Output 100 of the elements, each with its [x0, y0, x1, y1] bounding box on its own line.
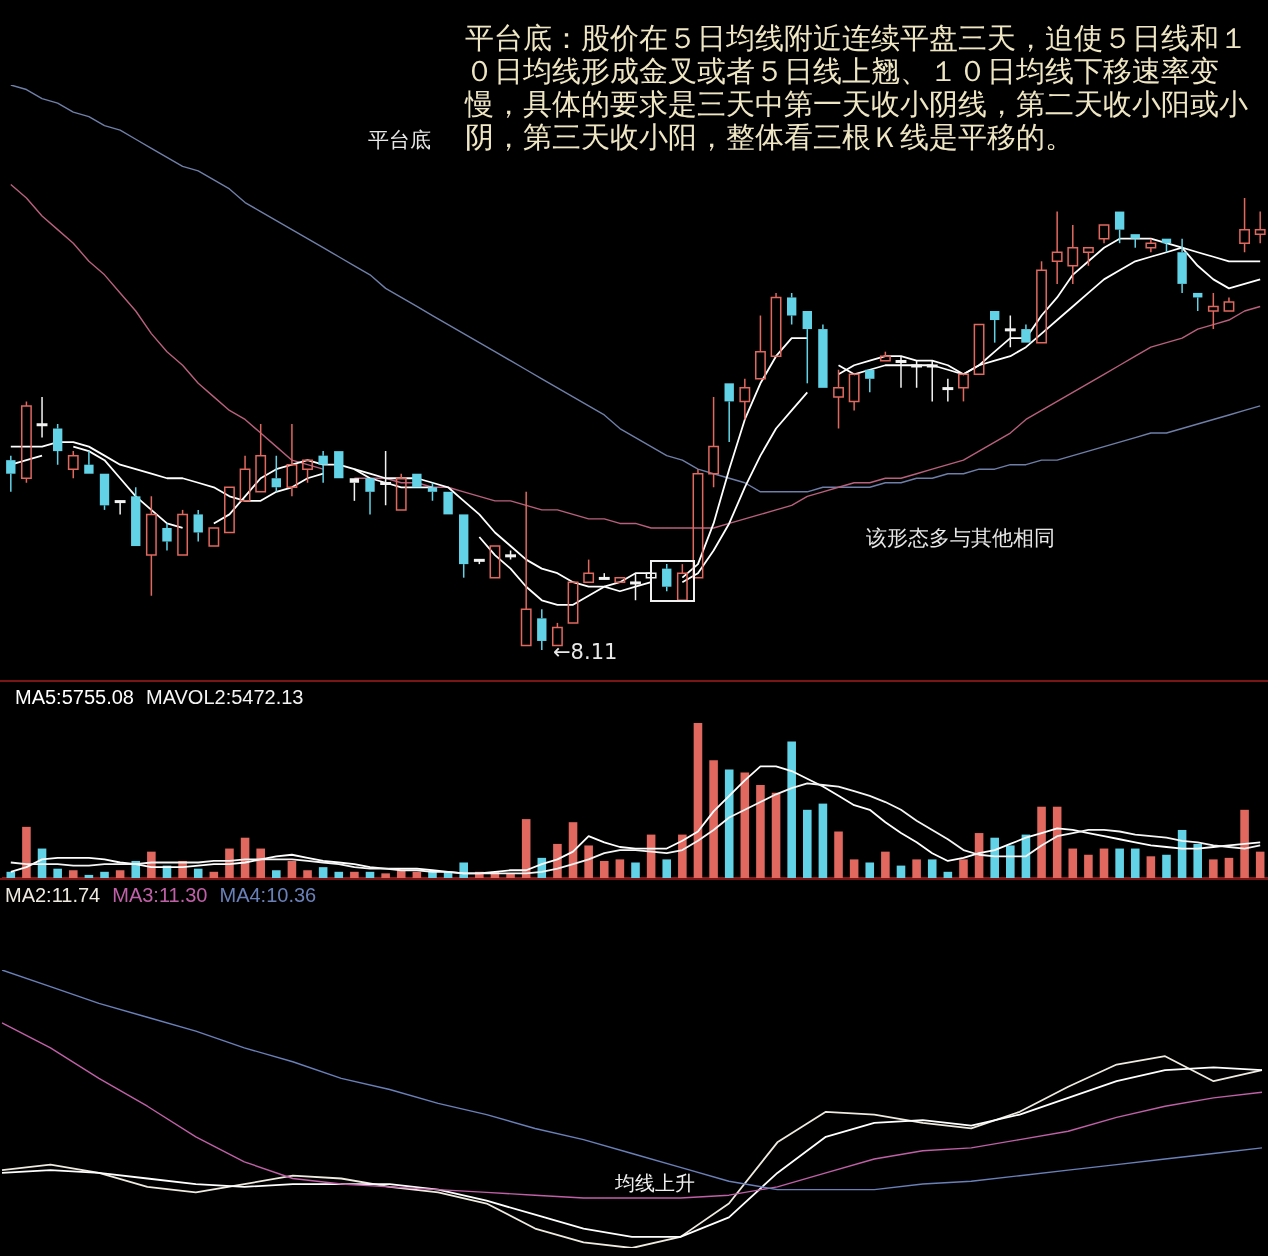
bar: [1006, 845, 1015, 878]
bar: [1115, 848, 1124, 878]
bar: [334, 871, 344, 878]
candlestick: [818, 323, 828, 388]
candlestick: [770, 292, 782, 357]
bar: [1240, 809, 1249, 878]
candlestick: [114, 500, 126, 516]
candlestick: [1051, 210, 1063, 285]
candlestick: [255, 423, 267, 493]
bar: [1037, 806, 1046, 878]
candlestick: [380, 450, 392, 507]
bar: [1068, 848, 1078, 878]
bar: [599, 860, 609, 878]
bar: [1146, 856, 1156, 878]
candlestick: [365, 478, 375, 516]
bar: [1193, 843, 1203, 878]
bar: [1224, 857, 1234, 878]
candlestick: [286, 423, 298, 498]
bar: [318, 867, 328, 878]
candlestick: [692, 468, 704, 579]
text: MA5:5755.08: [15, 686, 134, 708]
bar: [631, 862, 640, 878]
bar: [193, 868, 203, 878]
bar: [927, 859, 937, 878]
bar: [303, 870, 312, 878]
bar: [287, 860, 297, 878]
candlestick: [630, 572, 641, 602]
text: MAVOL2:5472.13: [145, 686, 304, 708]
candlestick: [36, 396, 48, 439]
candlestick: [52, 423, 63, 466]
candlestick: [739, 378, 751, 421]
candlestick: [1145, 237, 1157, 253]
candlestick: [1004, 314, 1016, 348]
candlestick: [911, 359, 923, 389]
bar: [990, 837, 999, 878]
candlestick: [1067, 224, 1079, 285]
text: 平台底: [368, 127, 431, 154]
bar: [1130, 848, 1140, 878]
bar: [943, 871, 953, 878]
bar: [381, 873, 390, 878]
bar: [100, 871, 109, 878]
bar: [1255, 851, 1265, 878]
candlestick: [848, 373, 860, 412]
candlestick: [895, 355, 907, 389]
candlestick: [755, 314, 766, 380]
text: MA2:11.74: [5, 884, 101, 906]
annotation: 该形态多与其他相同: [866, 525, 1055, 552]
bar: [803, 809, 812, 878]
candlestick: [193, 509, 203, 543]
bar: [693, 723, 703, 878]
candlestick: [1177, 237, 1187, 294]
bar: [1209, 859, 1218, 878]
candlestick: [865, 369, 875, 394]
bar: [615, 859, 625, 878]
candlestick: [802, 311, 812, 385]
bar: [584, 845, 593, 878]
candlestick: [926, 359, 938, 403]
candlestick: [1098, 224, 1110, 244]
candlestick: [537, 608, 547, 651]
bar: [209, 871, 219, 878]
bar: [959, 859, 968, 878]
bar: [115, 870, 125, 878]
annotation: 均线上升: [615, 1170, 695, 1197]
bar: [756, 785, 765, 878]
candlestick: [833, 369, 844, 430]
candlestick: [990, 311, 1000, 344]
text: 平台底：股价在５日均线附近连续平盘三天，迫使５日线和１０日均线形成金叉或者５日线上翘、１０日均线下移速率变慢，具体的要求是三天中第一天收小阴线，第二天收小阳或小阴，第三天收小阳，整体看三根Ｋ线是平移的。: [465, 21, 1249, 154]
candlestick: [84, 450, 94, 474]
candlestick: [162, 522, 172, 552]
bar: [662, 859, 672, 878]
candlestick: [1239, 197, 1251, 253]
candlestick: [239, 454, 251, 502]
candlestick: [520, 491, 532, 647]
bar: [678, 834, 687, 878]
bar: [1084, 854, 1093, 878]
bar: [896, 865, 906, 878]
bar: [771, 792, 781, 878]
candlestick: [1223, 296, 1235, 312]
bar: [256, 848, 265, 878]
text: MA3:11.30: [112, 884, 208, 906]
bar: [849, 859, 859, 878]
bar: [365, 871, 375, 878]
bar: [1099, 848, 1109, 878]
bar: [68, 870, 78, 878]
candlestick: [6, 454, 16, 493]
candlestick: [708, 396, 720, 489]
candlestick: [1207, 292, 1219, 330]
bar: [272, 870, 281, 878]
bar: [865, 862, 875, 878]
bar: [787, 741, 796, 878]
bar: [53, 868, 62, 878]
bar: [1162, 854, 1171, 878]
text: MA4:10.36: [219, 884, 317, 906]
candlestick: [942, 378, 954, 403]
candlestick: [271, 454, 281, 493]
bar: [818, 803, 828, 878]
bar: [412, 871, 422, 878]
candlestick: [145, 495, 157, 597]
bar: [912, 859, 921, 878]
bar: [22, 826, 31, 878]
